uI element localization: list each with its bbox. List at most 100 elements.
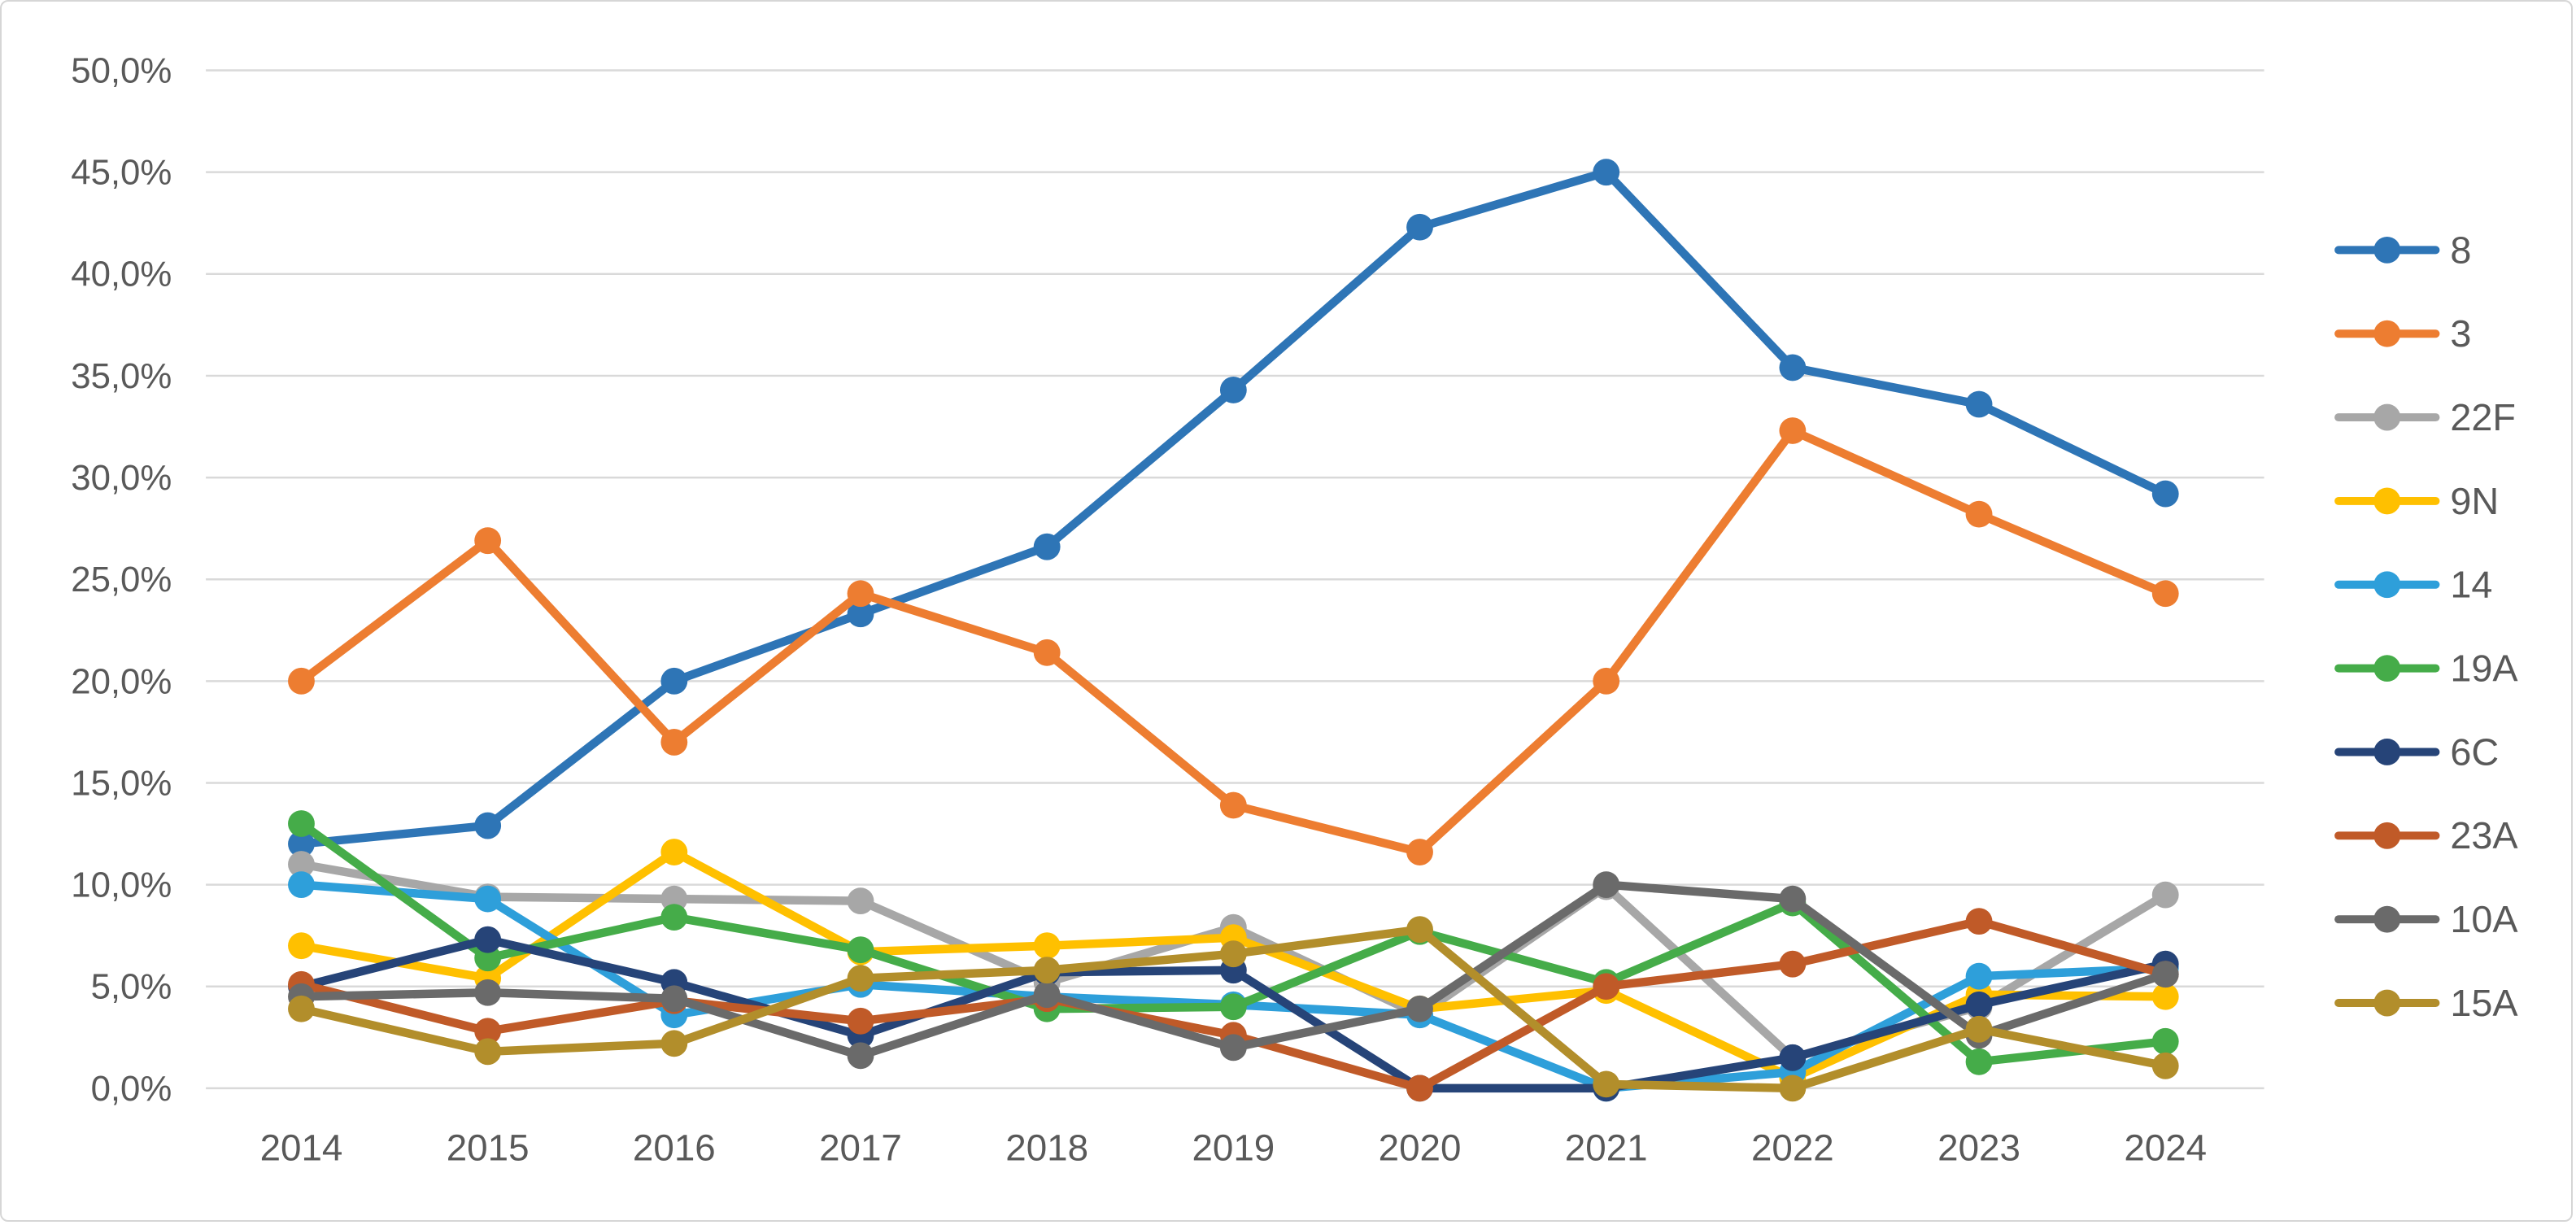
x-axis-tick-label: 2016 bbox=[633, 1127, 716, 1168]
data-point-8-2021 bbox=[1593, 159, 1620, 186]
legend-marker-dot-22F[interactable] bbox=[2373, 403, 2401, 431]
data-point-23A-2022 bbox=[1779, 950, 1807, 978]
data-point-19A-2023 bbox=[1965, 1048, 1993, 1075]
data-point-3-2022 bbox=[1779, 417, 1807, 444]
data-point-3-2017 bbox=[847, 580, 874, 608]
y-axis-tick-label: 25,0% bbox=[71, 560, 172, 599]
data-point-23A-2020 bbox=[1406, 1075, 1433, 1102]
x-axis-tick-label: 2020 bbox=[1379, 1127, 1462, 1168]
data-point-6C-2022 bbox=[1779, 1044, 1807, 1071]
data-point-8-2019 bbox=[1219, 377, 1247, 403]
data-point-19A-2014 bbox=[288, 810, 315, 837]
data-point-10A-2019 bbox=[1219, 1034, 1247, 1062]
x-axis-tick-label: 2024 bbox=[2124, 1127, 2207, 1168]
legend-marker-dot-3[interactable] bbox=[2373, 320, 2401, 347]
data-point-3-2016 bbox=[660, 729, 688, 756]
data-point-22F-2014 bbox=[288, 851, 315, 878]
legend-label-9N[interactable]: 9N bbox=[2450, 480, 2499, 522]
data-point-9N-2014 bbox=[288, 932, 315, 960]
data-point-3-2020 bbox=[1406, 839, 1433, 865]
data-point-10A-2021 bbox=[1593, 871, 1620, 899]
data-point-15A-2023 bbox=[1965, 1015, 1993, 1043]
legend-label-15A[interactable]: 15A bbox=[2450, 982, 2518, 1024]
legend-marker-dot-14[interactable] bbox=[2373, 571, 2401, 599]
y-axis-tick-label: 45,0% bbox=[71, 153, 172, 193]
y-axis-tick-label: 0,0% bbox=[91, 1069, 172, 1109]
legend-marker-dot-8[interactable] bbox=[2373, 236, 2401, 264]
legend-label-14[interactable]: 14 bbox=[2450, 564, 2492, 606]
data-point-9N-2016 bbox=[660, 839, 688, 865]
data-point-8-2016 bbox=[660, 667, 688, 695]
data-point-15A-2024 bbox=[2151, 1052, 2179, 1079]
y-axis-tick-label: 35,0% bbox=[71, 356, 172, 396]
data-point-15A-2020 bbox=[1406, 916, 1433, 944]
data-point-3-2023 bbox=[1965, 500, 1993, 528]
x-axis-tick-label: 2014 bbox=[260, 1127, 343, 1168]
data-point-3-2015 bbox=[474, 527, 502, 555]
data-point-6C-2023 bbox=[1965, 991, 1993, 1018]
legend-marker-dot-19A[interactable] bbox=[2373, 655, 2401, 682]
series-line-3 bbox=[297, 426, 2170, 857]
y-axis-tick-label: 15,0% bbox=[71, 763, 172, 803]
data-point-8-2024 bbox=[2151, 480, 2179, 508]
data-point-9N-2018 bbox=[1033, 932, 1061, 960]
data-point-8-2015 bbox=[474, 812, 502, 839]
x-axis-tick-label: 2018 bbox=[1005, 1127, 1088, 1168]
legend-label-23A[interactable]: 23A bbox=[2450, 814, 2518, 857]
y-axis-tick-label: 40,0% bbox=[71, 255, 172, 294]
legend-label-10A[interactable]: 10A bbox=[2450, 898, 2518, 940]
y-axis-tick-label: 10,0% bbox=[71, 865, 172, 905]
data-point-3-2014 bbox=[288, 667, 315, 695]
data-point-19A-2019 bbox=[1219, 993, 1247, 1021]
data-point-15A-2021 bbox=[1593, 1070, 1620, 1098]
data-point-10A-2016 bbox=[660, 985, 688, 1013]
legend-marker-dot-9N[interactable] bbox=[2373, 487, 2401, 515]
data-point-19A-2015 bbox=[474, 944, 502, 972]
data-point-14-2014 bbox=[288, 871, 315, 899]
data-point-3-2019 bbox=[1219, 791, 1247, 819]
data-point-10A-2020 bbox=[1406, 995, 1433, 1022]
legend-label-6C[interactable]: 6C bbox=[2450, 730, 2499, 773]
data-point-8-2020 bbox=[1406, 213, 1433, 241]
legend-marker-dot-23A[interactable] bbox=[2373, 822, 2401, 849]
data-point-15A-2015 bbox=[474, 1038, 502, 1066]
legend-marker-dot-10A[interactable] bbox=[2373, 905, 2401, 933]
legend-label-3[interactable]: 3 bbox=[2450, 312, 2471, 355]
data-point-8-2023 bbox=[1965, 390, 1993, 418]
legend-label-8[interactable]: 8 bbox=[2450, 229, 2471, 271]
data-point-6C-2015 bbox=[474, 926, 502, 953]
data-point-14-2015 bbox=[474, 885, 502, 913]
data-point-8-2018 bbox=[1033, 533, 1061, 560]
y-axis-tick-label: 50,0% bbox=[71, 50, 172, 90]
legend-marker-dot-15A[interactable] bbox=[2373, 989, 2401, 1017]
data-point-23A-2017 bbox=[847, 1007, 874, 1035]
x-axis-tick-label: 2021 bbox=[1565, 1127, 1648, 1168]
data-point-15A-2014 bbox=[288, 995, 315, 1022]
data-point-15A-2017 bbox=[847, 965, 874, 992]
data-point-9N-2024 bbox=[2151, 983, 2179, 1010]
data-point-22F-2024 bbox=[2151, 881, 2179, 909]
data-point-3-2024 bbox=[2151, 580, 2179, 608]
data-point-8-2022 bbox=[1779, 354, 1807, 381]
legend-label-22F[interactable]: 22F bbox=[2450, 396, 2516, 438]
legend-label-19A[interactable]: 19A bbox=[2450, 647, 2518, 690]
x-axis-tick-label: 2019 bbox=[1192, 1127, 1275, 1168]
legend-marker-dot-6C[interactable] bbox=[2373, 739, 2401, 765]
data-point-19A-2016 bbox=[660, 904, 688, 931]
data-point-22F-2016 bbox=[660, 885, 688, 913]
data-point-10A-2018 bbox=[1033, 981, 1061, 1009]
data-point-3-2018 bbox=[1033, 639, 1061, 666]
data-point-15A-2019 bbox=[1219, 940, 1247, 968]
x-axis-tick-label: 2023 bbox=[1937, 1127, 2020, 1168]
data-point-15A-2016 bbox=[660, 1030, 688, 1057]
x-axis-tick-label: 2022 bbox=[1751, 1127, 1834, 1168]
data-point-10A-2015 bbox=[474, 979, 502, 1006]
data-point-10A-2024 bbox=[2151, 961, 2179, 988]
series-line-8 bbox=[297, 168, 2170, 848]
data-point-8-2017 bbox=[847, 600, 874, 628]
y-axis-tick-label: 20,0% bbox=[71, 661, 172, 701]
data-point-15A-2022 bbox=[1779, 1075, 1807, 1102]
